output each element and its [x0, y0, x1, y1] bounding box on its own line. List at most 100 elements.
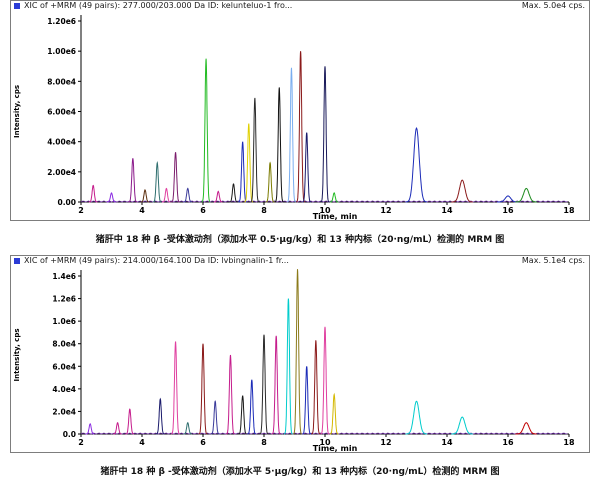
- y-tick-label: 1.00e6: [47, 47, 76, 56]
- chromatogram-peak: [156, 397, 165, 435]
- chromatogram-peak: [515, 187, 537, 203]
- chromatogram-peak: [113, 421, 122, 435]
- chromatogram-peak: [238, 141, 248, 203]
- chromatogram-peak: [153, 161, 162, 203]
- x-tick-label: 16: [502, 206, 514, 215]
- panel-header-title: XIC of +MRM (49 pairs): 214.000/164.100 …: [24, 256, 289, 265]
- chromatogram-peak: [183, 421, 192, 435]
- chromatogram-peak: [225, 354, 235, 435]
- x-tick-label: 18: [563, 206, 575, 215]
- x-tick-label: 8: [261, 206, 267, 215]
- y-tick-label: 6.0e4: [52, 362, 76, 371]
- y-tick-label: 1.4e6: [52, 272, 76, 281]
- x-tick-label: 2: [78, 206, 84, 215]
- x-tick-label: 14: [441, 206, 453, 215]
- chromatogram-peak: [302, 132, 312, 203]
- chromatogram-plot: 0.00 2.00e4 4.00e4 6.00e4 8.00e4 1.00e6 1.20e6…: [13, 15, 575, 220]
- x-tick-label: 12: [380, 206, 391, 215]
- x-tick-label: 16: [502, 438, 514, 447]
- panel-header: XIC of +MRM (49 pairs): 214.000/164.100 …: [11, 256, 589, 267]
- y-tick-label: 8.0e4: [52, 340, 76, 349]
- figure-caption: 猪肝中 18 种 β -受体激动剂（添加水平 0.5·μg/kg）和 13 种内…: [95, 235, 505, 245]
- chromatogram-peak: [171, 152, 180, 203]
- y-tick-label: 4.0e4: [52, 385, 76, 394]
- x-tick-label: 14: [441, 438, 453, 447]
- chromatogram-panel-1: XIC of +MRM (49 pairs): 277.000/203.000 …: [10, 0, 590, 221]
- chromatogram-peak: [214, 190, 223, 203]
- panel-header: XIC of +MRM (49 pairs): 277.000/203.000 …: [11, 1, 589, 12]
- chromatogram-peak: [311, 340, 321, 435]
- x-tick-label: 4: [139, 438, 145, 447]
- max-intensity-label: Max. 5.0e4 cps.: [521, 1, 585, 10]
- chromatogram-peak: [162, 187, 171, 203]
- x-tick-label: 8: [261, 438, 267, 447]
- chromatogram-peak: [320, 326, 330, 435]
- x-tick-label: 4: [139, 206, 145, 215]
- x-axis-label: Time, min: [313, 212, 358, 220]
- chromatogram-peak: [244, 123, 253, 203]
- chromatogram-peak: [247, 379, 257, 435]
- chromatogram-plot: 0.0 2.0e4 4.0e4 6.0e4 8.0e4 1.0e6 1.2e6 1.4e6 2 4…: [13, 269, 575, 452]
- y-tick-label: 2.00e4: [47, 168, 76, 177]
- chromatogram-peak: [302, 366, 312, 435]
- panel-header-title: XIC of +MRM (49 pairs): 277.000/203.000 …: [24, 1, 293, 10]
- chromatogram-peak: [320, 66, 330, 203]
- chromatogram-peak: [88, 184, 98, 203]
- y-tick-label: 2.0e4: [52, 407, 76, 416]
- chromatogram-peak: [497, 195, 519, 203]
- series-color-icon: [14, 3, 20, 9]
- x-tick-label: 6: [200, 206, 206, 215]
- chromatogram-peak: [283, 298, 293, 435]
- x-tick-label: 6: [200, 438, 206, 447]
- chromatogram-peak: [198, 343, 208, 435]
- y-tick-label: 0.00: [57, 198, 76, 207]
- baseline-trace: [80, 200, 568, 203]
- x-tick-label: 12: [380, 438, 391, 447]
- chromatogram-peak: [515, 422, 537, 435]
- chromatogram-peak: [286, 67, 296, 203]
- chromatogram-peak: [125, 408, 134, 435]
- y-tick-label: 1.0e6: [52, 317, 76, 326]
- y-axis-label: Intensity, cps: [13, 85, 21, 138]
- chromatogram-peak: [451, 416, 473, 435]
- x-tick-label: 18: [563, 438, 575, 447]
- series-color-icon: [14, 258, 20, 264]
- chromatogram-peak: [183, 187, 192, 203]
- chromatogram-peak: [293, 269, 302, 435]
- chromatogram-peak: [229, 183, 238, 203]
- x-tick-label: 10: [319, 206, 331, 215]
- chromatogram-peak: [140, 189, 150, 203]
- chromatogram-peak: [451, 179, 473, 203]
- chromatogram-peak: [329, 392, 339, 435]
- chromatogram-peak: [238, 395, 247, 435]
- chromatogram-peak: [274, 87, 284, 203]
- chromatogram-peak: [296, 51, 305, 203]
- y-tick-label: 1.2e6: [52, 295, 76, 304]
- chromatogram-peak: [265, 161, 275, 203]
- x-tick-label: 2: [78, 438, 84, 447]
- max-intensity-label: Max. 5.1e4 cps.: [521, 256, 585, 265]
- chromatogram-peak: [201, 58, 211, 203]
- chromatogram-peak: [405, 400, 427, 435]
- y-tick-label: 6.00e4: [47, 108, 76, 117]
- chromatogram-peak: [107, 192, 116, 203]
- chromatogram-peak: [128, 158, 138, 203]
- chromatogram-peak: [250, 97, 260, 203]
- chromatogram-panel-2: XIC of +MRM (49 pairs): 214.000/164.100 …: [10, 255, 590, 453]
- chromatogram-peak: [171, 341, 180, 435]
- y-tick-label: 0.0: [63, 430, 76, 439]
- baseline-trace: [80, 432, 568, 435]
- chromatogram-peak: [259, 334, 269, 435]
- y-tick-label: 8.00e4: [47, 77, 76, 86]
- chromatogram-peak: [271, 335, 281, 435]
- y-tick-label: 4.00e4: [47, 138, 76, 147]
- chromatogram-peak: [329, 192, 339, 203]
- y-axis-label: Intensity, cps: [13, 328, 21, 381]
- x-tick-label: 10: [319, 438, 331, 447]
- y-tick-label: 1.20e6: [47, 17, 76, 26]
- chromatogram-peak: [210, 400, 220, 435]
- chromatogram-peak: [85, 422, 95, 435]
- x-axis-label: Time, min: [313, 444, 358, 452]
- chromatogram-peak: [405, 126, 428, 203]
- figure-caption: 猪肝中 18 种 β -受体激动剂（添加水平 5·μg/kg）和 13 种内标（…: [100, 467, 500, 477]
